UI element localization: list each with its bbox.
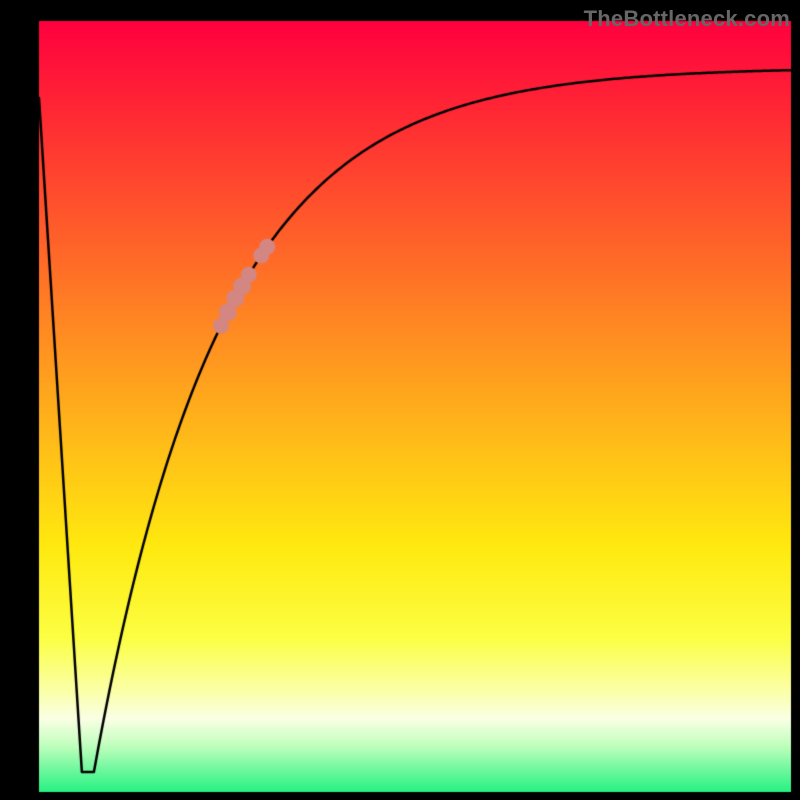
chart-container: TheBottleneck.com — [0, 0, 800, 800]
bottleneck-chart-canvas — [0, 0, 800, 800]
watermark-text: TheBottleneck.com — [584, 6, 790, 32]
